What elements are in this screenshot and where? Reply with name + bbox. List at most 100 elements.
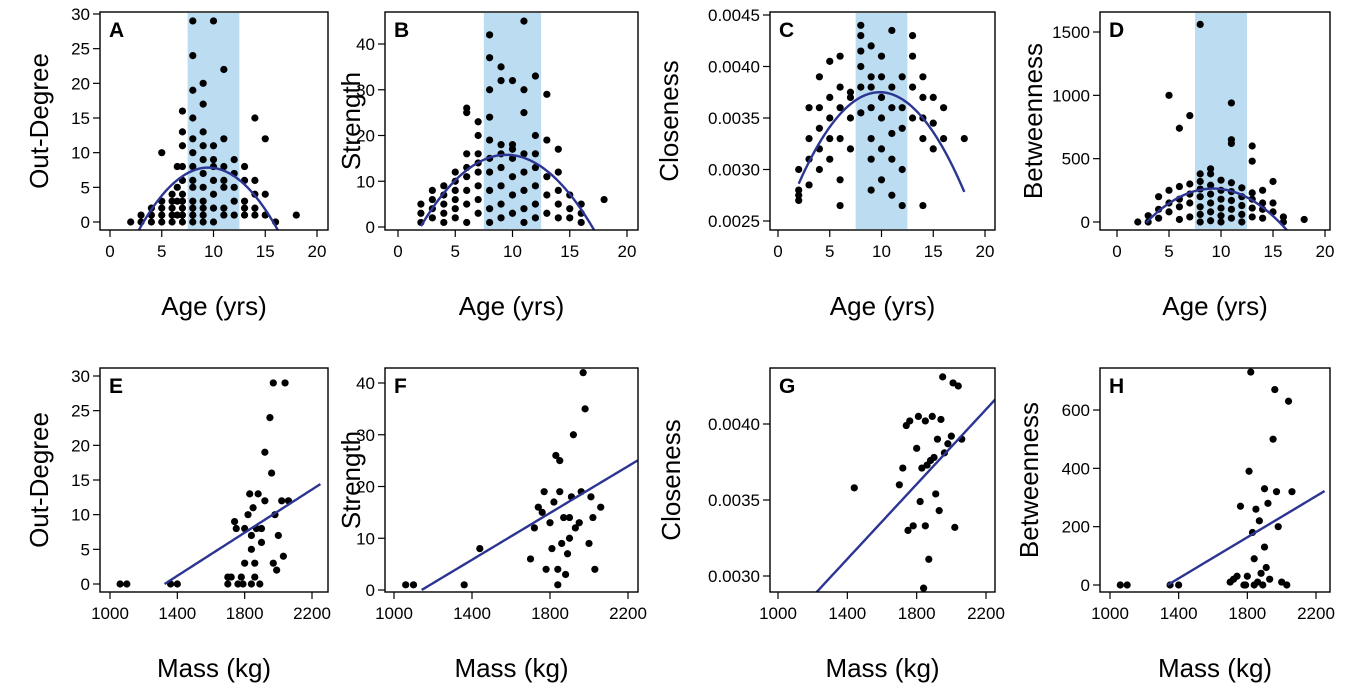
data-point: [1238, 210, 1246, 218]
data-point: [877, 176, 886, 184]
data-point: [554, 565, 562, 573]
data-point: [123, 580, 131, 588]
data-point: [240, 197, 249, 205]
y-tick-label: 0: [366, 581, 375, 600]
data-point: [805, 104, 813, 112]
data-point: [531, 150, 540, 158]
data-point: [486, 31, 494, 39]
data-point: [1175, 581, 1183, 589]
data-point: [928, 412, 936, 420]
data-point: [1217, 218, 1225, 226]
data-point: [1175, 124, 1183, 132]
data-point: [899, 464, 907, 472]
panel-letter: D: [1109, 19, 1124, 42]
data-point: [908, 52, 917, 60]
data-point: [451, 168, 459, 176]
data-point: [867, 73, 875, 81]
data-point: [168, 204, 176, 212]
points: [795, 21, 968, 210]
y-tick-label: 20: [356, 478, 375, 497]
data-point: [1248, 213, 1256, 221]
data-point: [230, 211, 238, 219]
data-point: [597, 503, 605, 511]
data-point: [919, 201, 927, 210]
y-axis-title: Closeness: [656, 419, 686, 540]
data-point: [1186, 112, 1194, 120]
data-point: [1227, 139, 1235, 148]
data-point: [944, 440, 952, 448]
x-tick-label: 20: [976, 242, 995, 261]
data-point: [1175, 203, 1183, 211]
panel-a: A 0 5 10 15 20 0 5 10 15 20 25 30 Age (yrs) Out-Degree: [24, 5, 329, 321]
data-point: [898, 104, 906, 112]
data-point: [230, 156, 238, 164]
data-point: [440, 209, 448, 217]
data-point: [542, 565, 550, 573]
data-point: [1262, 563, 1270, 572]
data-point: [919, 135, 927, 143]
data-point: [826, 155, 834, 163]
data-point: [241, 559, 249, 567]
plot-frame: [99, 367, 329, 593]
fit-line: [815, 397, 995, 592]
data-point: [531, 200, 540, 208]
data-point: [857, 109, 865, 117]
data-point: [1196, 193, 1204, 201]
data-point: [888, 104, 896, 112]
data-point: [409, 581, 418, 589]
data-point: [565, 534, 574, 542]
data-point: [1260, 543, 1269, 551]
x-tick-label: 1000: [375, 604, 413, 623]
data-point: [913, 444, 921, 452]
data-point: [929, 93, 937, 101]
data-point: [960, 135, 968, 143]
data-point: [898, 165, 906, 174]
x-tick-label: 1000: [1091, 604, 1129, 623]
data-point: [908, 83, 917, 91]
data-point: [846, 93, 855, 101]
data-point: [199, 218, 207, 226]
data-point: [199, 183, 207, 191]
data-point: [1247, 368, 1255, 376]
data-point: [224, 580, 232, 588]
data-point: [268, 469, 276, 477]
data-point: [199, 211, 207, 219]
panel-g: G 1000 1400 1800 2200 0.0030 0.0035 0.0040 Mass …: [656, 367, 1005, 683]
data-point: [548, 545, 556, 553]
data-point: [1274, 523, 1282, 531]
data-point: [888, 191, 896, 199]
plot-frame: [769, 367, 996, 593]
data-point: [795, 191, 803, 199]
data-point: [867, 42, 875, 50]
data-point: [189, 183, 197, 191]
y-tick-label: 0.0035: [708, 109, 760, 128]
data-point: [474, 182, 482, 190]
data-point: [220, 204, 228, 212]
x-tick-label: 10: [503, 242, 522, 261]
data-point: [530, 524, 539, 532]
data-point: [463, 104, 471, 112]
data-point: [520, 205, 528, 213]
data-point: [920, 584, 928, 592]
points: [127, 17, 300, 226]
data-point: [918, 464, 926, 472]
data-point: [497, 182, 505, 190]
data-point: [486, 86, 494, 94]
y-tick-label: 30: [356, 426, 375, 445]
data-point: [451, 186, 459, 194]
data-point: [543, 136, 551, 144]
data-point: [1227, 99, 1235, 107]
data-point: [230, 183, 238, 191]
data-point: [240, 162, 249, 171]
data-point: [158, 204, 166, 212]
data-point: [178, 190, 187, 198]
data-point: [440, 200, 448, 208]
data-point: [540, 488, 548, 496]
data-point: [1165, 208, 1173, 216]
data-point: [497, 163, 505, 172]
data-point: [240, 204, 249, 212]
data-point: [230, 197, 238, 205]
data-point: [240, 211, 249, 219]
data-point: [1252, 505, 1260, 513]
